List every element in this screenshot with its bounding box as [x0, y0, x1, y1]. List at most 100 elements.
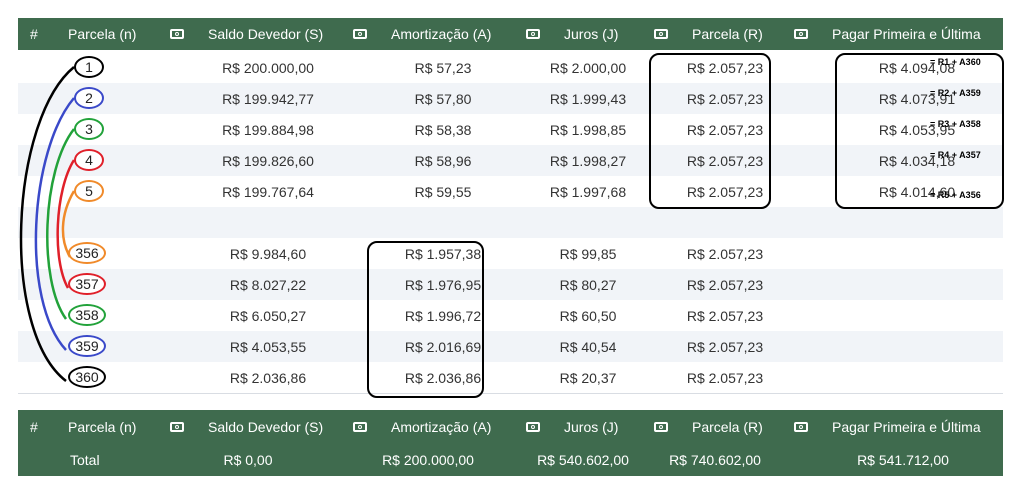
- col-parcela-r: Parcela (R): [692, 26, 763, 42]
- table-row: R$ 9.984,60 R$ 1.957,38 R$ 99,85 R$ 2.057,2…: [18, 238, 1003, 269]
- money-icon: [654, 410, 668, 443]
- money-icon: [170, 410, 184, 443]
- installment-number: 360: [68, 366, 106, 388]
- col-saldo: Saldo Devedor (S): [208, 26, 324, 42]
- money-icon: [353, 18, 367, 50]
- formula-note: = R5 + A356: [930, 190, 981, 200]
- formula-note: = R2 + A359: [930, 88, 981, 98]
- money-icon: [170, 18, 184, 50]
- cell-saldo: R$ 6.050,27: [229, 307, 307, 324]
- cell-saldo: R$ 199.942,77: [222, 90, 314, 107]
- cell-juros: R$ 1.999,43: [549, 90, 627, 107]
- table-row: R$ 2.036,86 R$ 2.036,86 R$ 20,37 R$ 2.057,2…: [18, 362, 1003, 393]
- total-pagar: R$ 541.712,00: [857, 451, 949, 468]
- link-1-360: [19, 66, 75, 382]
- installment-number: 2: [74, 87, 104, 109]
- foot-parcela-n: Parcela (n): [68, 418, 137, 435]
- highlight-pagar-box: [835, 53, 1004, 209]
- cell-saldo: R$ 4.053,55: [229, 338, 307, 355]
- installment-number: 1: [74, 56, 104, 78]
- money-icon: [654, 18, 668, 50]
- total-label: Total: [70, 451, 100, 468]
- cell-amort: R$ 59,55: [414, 183, 472, 200]
- spacer-row: [18, 207, 1003, 238]
- col-pagar: Pagar Primeira e Última: [832, 26, 981, 42]
- cell-amort: R$ 2.016,69: [404, 338, 482, 355]
- cell-parcela: R$ 2.057,23: [686, 121, 764, 138]
- foot-parcela-r: Parcela (R): [692, 418, 763, 435]
- cell-juros: R$ 60,50: [559, 307, 617, 324]
- cell-parcela: R$ 2.057,23: [686, 307, 764, 324]
- cell-saldo: R$ 199.884,98: [222, 121, 314, 138]
- formula-note: = R1 + A360: [930, 57, 981, 67]
- total-parcela: R$ 740.602,00: [669, 451, 761, 468]
- link-4-357: [56, 159, 76, 289]
- money-icon: [794, 410, 808, 443]
- table-row: R$ 199.826,60 R$ 58,96 R$ 1.998,27 R$ 2.057…: [18, 145, 1003, 176]
- formula-note: = R4 + A357: [930, 150, 981, 160]
- cell-parcela: R$ 2.057,23: [686, 245, 764, 262]
- money-icon: [526, 18, 540, 50]
- link-2-359: [34, 97, 75, 351]
- cell-parcela: R$ 2.057,23: [686, 338, 764, 355]
- total-saldo: R$ 0,00: [223, 451, 273, 468]
- table-row: R$ 4.053,55 R$ 2.016,69 R$ 40,54 R$ 2.057,2…: [18, 331, 1003, 362]
- col-amort: Amortização (A): [391, 26, 492, 42]
- cell-pagar: R$ 4.094,08: [878, 59, 956, 76]
- table-row: R$ 199.884,98 R$ 58,38 R$ 1.998,85 R$ 2.057…: [18, 114, 1003, 145]
- cell-pagar: R$ 4.073,91: [878, 90, 956, 107]
- cell-amort: R$ 1.976,95: [404, 276, 482, 293]
- cell-juros: R$ 1.998,27: [549, 152, 627, 169]
- money-icon: [353, 410, 367, 443]
- total-amort: R$ 200.000,00: [382, 451, 474, 468]
- foot-amort: Amortização (A): [391, 418, 492, 435]
- cell-juros: R$ 1.997,68: [549, 183, 627, 200]
- col-juros: Juros (J): [564, 26, 619, 42]
- formula-note: = R3 + A358: [930, 119, 981, 129]
- installment-number: 356: [68, 242, 106, 264]
- cell-saldo: R$ 199.767,64: [222, 183, 314, 200]
- cell-parcela: R$ 2.057,23: [686, 276, 764, 293]
- cell-pagar: R$ 4.014,60: [878, 183, 956, 200]
- cell-saldo: R$ 200.000,00: [222, 59, 314, 76]
- cell-pagar: R$ 4.053,95: [878, 121, 956, 138]
- table-bottom-border: [18, 393, 1003, 394]
- col-parcela-n: Parcela (n): [68, 26, 137, 42]
- cell-saldo: R$ 8.027,22: [229, 276, 307, 293]
- cell-amort: R$ 58,96: [414, 152, 472, 169]
- installment-number: 3: [74, 118, 104, 140]
- installment-number: 359: [68, 335, 106, 357]
- totals-table: # Parcela (n) Saldo Devedor (S) Amortiza…: [18, 410, 1003, 476]
- cell-parcela: R$ 2.057,23: [686, 369, 764, 386]
- cell-juros: R$ 20,37: [559, 369, 617, 386]
- cell-amort: R$ 57,23: [414, 59, 472, 76]
- cell-amort: R$ 1.996,72: [404, 307, 482, 324]
- col-hash: #: [30, 26, 38, 42]
- cell-amort: R$ 1.957,38: [404, 245, 482, 262]
- cell-juros: R$ 1.998,85: [549, 121, 627, 138]
- installment-number: 357: [68, 273, 106, 295]
- cell-parcela: R$ 2.057,23: [686, 183, 764, 200]
- cell-saldo: R$ 2.036,86: [229, 369, 307, 386]
- installment-number: 4: [74, 149, 104, 171]
- installment-number: 5: [74, 180, 104, 202]
- cell-amort: R$ 2.036,86: [404, 369, 482, 386]
- table-row: R$ 200.000,00 R$ 57,23 R$ 2.000,00 R$ 2.057…: [18, 52, 1003, 83]
- table-row: R$ 199.942,77 R$ 57,80 R$ 1.999,43 R$ 2.057…: [18, 83, 1003, 114]
- total-juros: R$ 540.602,00: [537, 451, 629, 468]
- cell-parcela: R$ 2.057,23: [686, 152, 764, 169]
- cell-juros: R$ 2.000,00: [549, 59, 627, 76]
- cell-amort: R$ 58,38: [414, 121, 472, 138]
- link-5-356: [61, 190, 76, 258]
- money-icon: [794, 18, 808, 50]
- cell-saldo: R$ 9.984,60: [229, 245, 307, 262]
- cell-juros: R$ 40,54: [559, 338, 617, 355]
- table-row: R$ 6.050,27 R$ 1.996,72 R$ 60,50 R$ 2.057,2…: [18, 300, 1003, 331]
- table-row: R$ 199.767,64 R$ 59,55 R$ 1.997,68 R$ 2.057…: [18, 176, 1003, 207]
- highlight-amort-box: [367, 241, 484, 398]
- cell-parcela: R$ 2.057,23: [686, 59, 764, 76]
- cell-saldo: R$ 199.826,60: [222, 152, 314, 169]
- cell-juros: R$ 99,85: [559, 245, 617, 262]
- cell-juros: R$ 80,27: [559, 276, 617, 293]
